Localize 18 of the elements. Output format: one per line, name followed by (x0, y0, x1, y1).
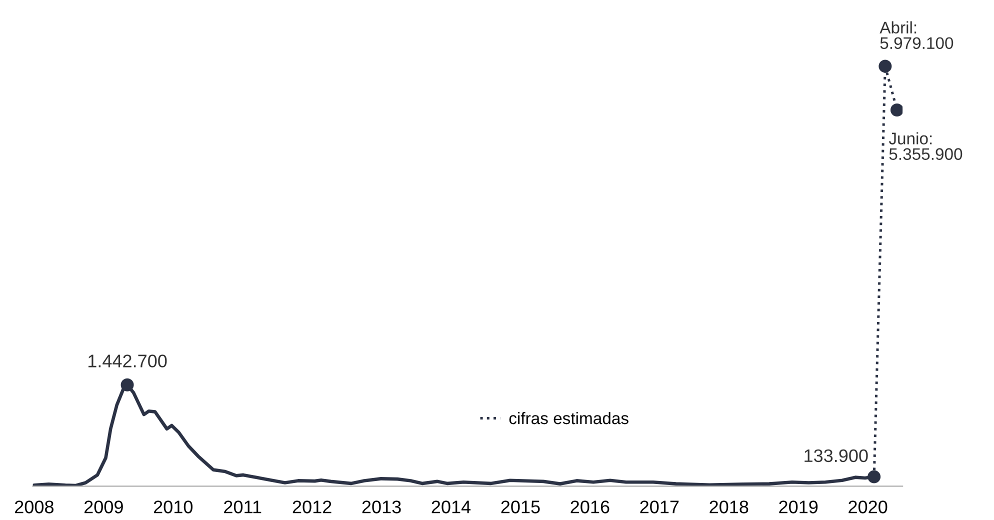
x-tick-label: 2017 (640, 500, 679, 514)
x-tick-label: 2016 (570, 500, 610, 514)
legend-label: cifras estimadas (509, 412, 628, 424)
data-label: 133.900 (804, 449, 868, 462)
x-tick-label: 2019 (779, 500, 818, 514)
x-tick-label: 2014 (432, 500, 471, 514)
data-label: 1.442.700 (88, 354, 167, 368)
x-tick-label: 2012 (292, 500, 332, 514)
x-tick-label: 2018 (710, 500, 748, 514)
data-label: Abril: 5.979.100 (880, 21, 954, 50)
x-tick-label: 2011 (224, 500, 262, 514)
data-label: Junio: 5.355.900 (888, 132, 962, 160)
x-tick-label: 2008 (15, 500, 54, 514)
x-tick-label: 2009 (84, 500, 123, 514)
x-tick-label: 2013 (362, 500, 401, 514)
x-tick-label: 2010 (154, 500, 193, 514)
x-tick-label: 2020 (848, 500, 888, 514)
x-tick-label: 2015 (501, 500, 540, 514)
